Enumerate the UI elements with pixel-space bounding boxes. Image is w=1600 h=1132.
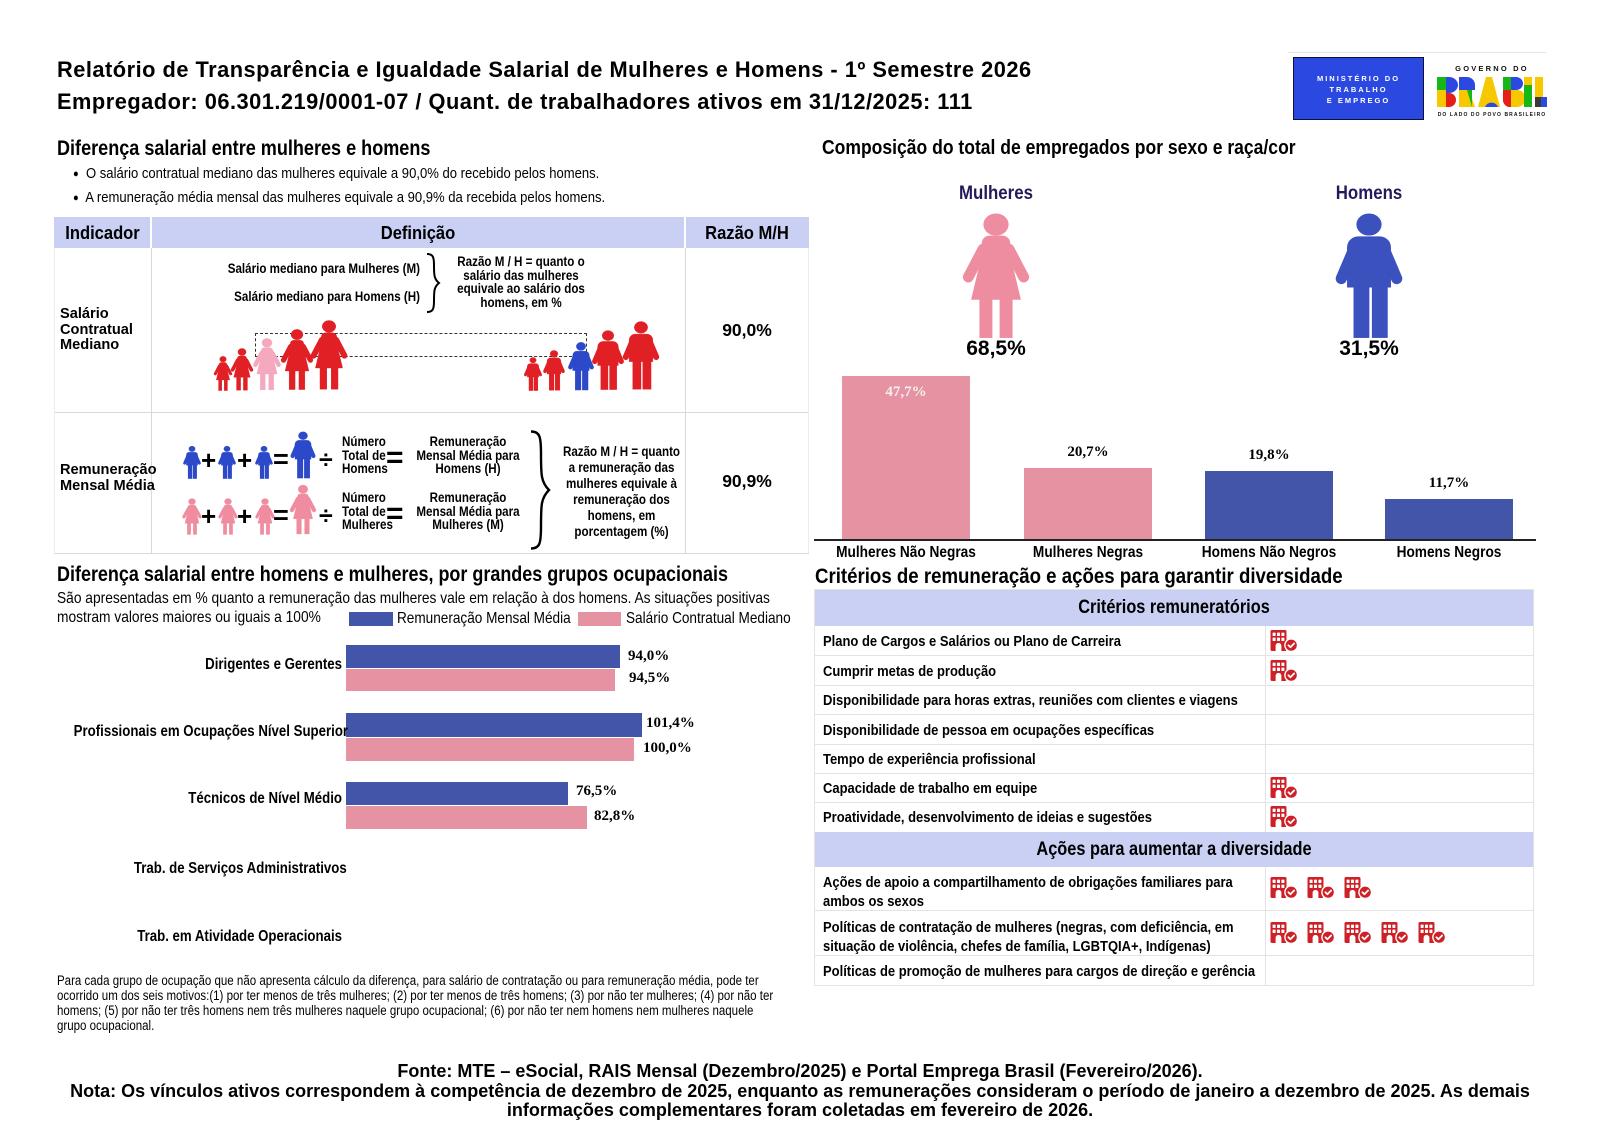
svg-text:DO LADO DO POVO BRASILEIRO: DO LADO DO POVO BRASILEIRO [1438, 112, 1547, 118]
svg-text:GOVERNO DO: GOVERNO DO [1455, 64, 1529, 73]
